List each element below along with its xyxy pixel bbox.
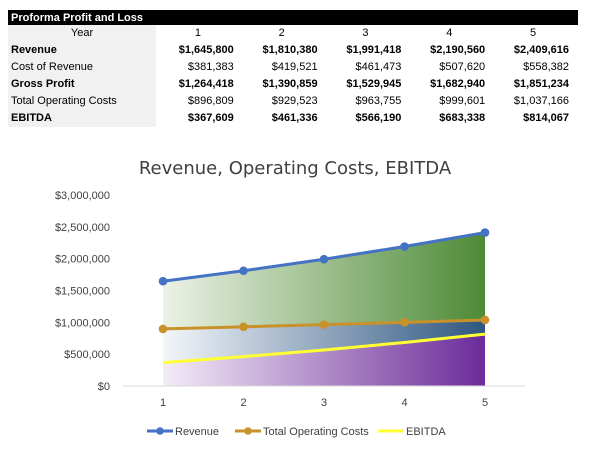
data-point (158, 324, 168, 334)
data-point (319, 320, 329, 329)
table-cell: $419,521 (271, 61, 318, 73)
table-cell: $1,851,234 (513, 78, 569, 90)
table-cell: $2,409,616 (513, 44, 569, 56)
x-tick-label: 1 (160, 397, 166, 409)
table-title: Proforma Profit and Loss (8, 10, 578, 25)
table-cell: $1,682,940 (430, 78, 486, 90)
data-point (480, 228, 490, 237)
legend-label: EBITDA (406, 426, 446, 438)
table-row-total-operating-costs: Total Operating Costs $896,809 $929,523 … (8, 93, 578, 110)
y-tick-label: $2,000,000 (55, 254, 110, 266)
row-label: EBITDA (8, 110, 156, 127)
table-cell: $1,810,380 (262, 44, 318, 56)
year-header-cell: 3 (362, 27, 369, 39)
table-cell: $2,190,560 (430, 44, 486, 56)
table-cell: $1,390,859 (262, 78, 318, 90)
proforma-table: Proforma Profit and Loss Year 1 2 3 4 5 … (8, 10, 578, 127)
table-cell: $1,037,166 (513, 95, 569, 107)
year-header-cell: 2 (278, 27, 285, 39)
legend-label: Revenue (175, 426, 219, 438)
table-row-ebitda: EBITDA $367,609 $461,336 $566,190 $683,3… (8, 110, 578, 127)
y-tick-label: $2,500,000 (55, 222, 110, 234)
row-label: Revenue (8, 42, 156, 59)
row-label: Cost of Revenue (8, 59, 156, 76)
legend-marker (156, 427, 164, 435)
table-cell: $683,338 (439, 112, 486, 124)
table-cell: $896,809 (187, 95, 234, 107)
legend-label: Total Operating Costs (263, 426, 369, 438)
data-point (400, 242, 409, 251)
series-line-ebitda (162, 332, 486, 365)
table-cell: $566,190 (355, 112, 402, 124)
table-cell: $558,382 (523, 61, 569, 73)
data-point (319, 254, 329, 264)
area-band-ebitda (163, 334, 485, 386)
x-tick-label: 5 (482, 397, 488, 409)
x-tick-label: 2 (240, 397, 246, 409)
table-row-cost-of-revenue: Cost of Revenue $381,383 $419,521 $461,4… (8, 59, 578, 76)
table-row-revenue: Revenue $1,645,800 $1,810,380 $1,991,418… (8, 42, 578, 59)
table-cell: $461,336 (271, 112, 318, 124)
line-chart: $0 $500,000 $1,000,000 $1,500,000 $2,000,000… (55, 190, 525, 438)
table-cell: $1,991,418 (346, 44, 402, 56)
area-band-revenue (163, 232, 485, 329)
data-point (158, 276, 168, 286)
row-label: Gross Profit (8, 76, 156, 93)
legend-marker (244, 427, 252, 435)
table-cell: $367,609 (187, 112, 234, 124)
year-header-label: Year (8, 25, 156, 42)
table-cell: $999,601 (439, 95, 486, 107)
y-tick-label: $1,500,000 (55, 286, 110, 298)
table-cell: $1,264,418 (178, 78, 234, 90)
year-header-cell: 4 (446, 27, 453, 39)
y-tick-label: $1,000,000 (55, 317, 110, 329)
table-cell: $1,645,800 (178, 44, 234, 56)
table-cell: $461,473 (355, 61, 402, 73)
y-tick-label: $0 (98, 381, 110, 393)
data-point (400, 318, 409, 327)
y-tick-label: $3,000,000 (55, 190, 110, 202)
year-header-cell: 5 (530, 27, 537, 39)
data-point (239, 266, 248, 276)
data-point (480, 315, 490, 325)
table-cell: $814,067 (523, 112, 569, 124)
chart-container: Revenue, Operating Costs, EBITDA $0 $500,… (0, 150, 590, 450)
table-cell: $963,755 (355, 95, 402, 107)
year-header-cell: 1 (194, 27, 201, 39)
table-cell: $1,529,945 (346, 78, 402, 90)
x-tick-label: 4 (401, 397, 407, 409)
data-point (239, 322, 248, 332)
year-header-row: Year 1 2 3 4 5 (8, 25, 578, 42)
row-label: Total Operating Costs (8, 93, 156, 110)
table-cell: $929,523 (271, 95, 318, 107)
x-tick-label: 3 (321, 397, 327, 409)
chart-title: Revenue, Operating Costs, EBITDA (138, 158, 452, 179)
table-cell: $507,620 (439, 61, 486, 73)
table-row-gross-profit: Gross Profit $1,264,418 $1,390,859 $1,52… (8, 76, 578, 93)
y-tick-label: $500,000 (64, 349, 110, 361)
table-cell: $381,383 (187, 61, 234, 73)
